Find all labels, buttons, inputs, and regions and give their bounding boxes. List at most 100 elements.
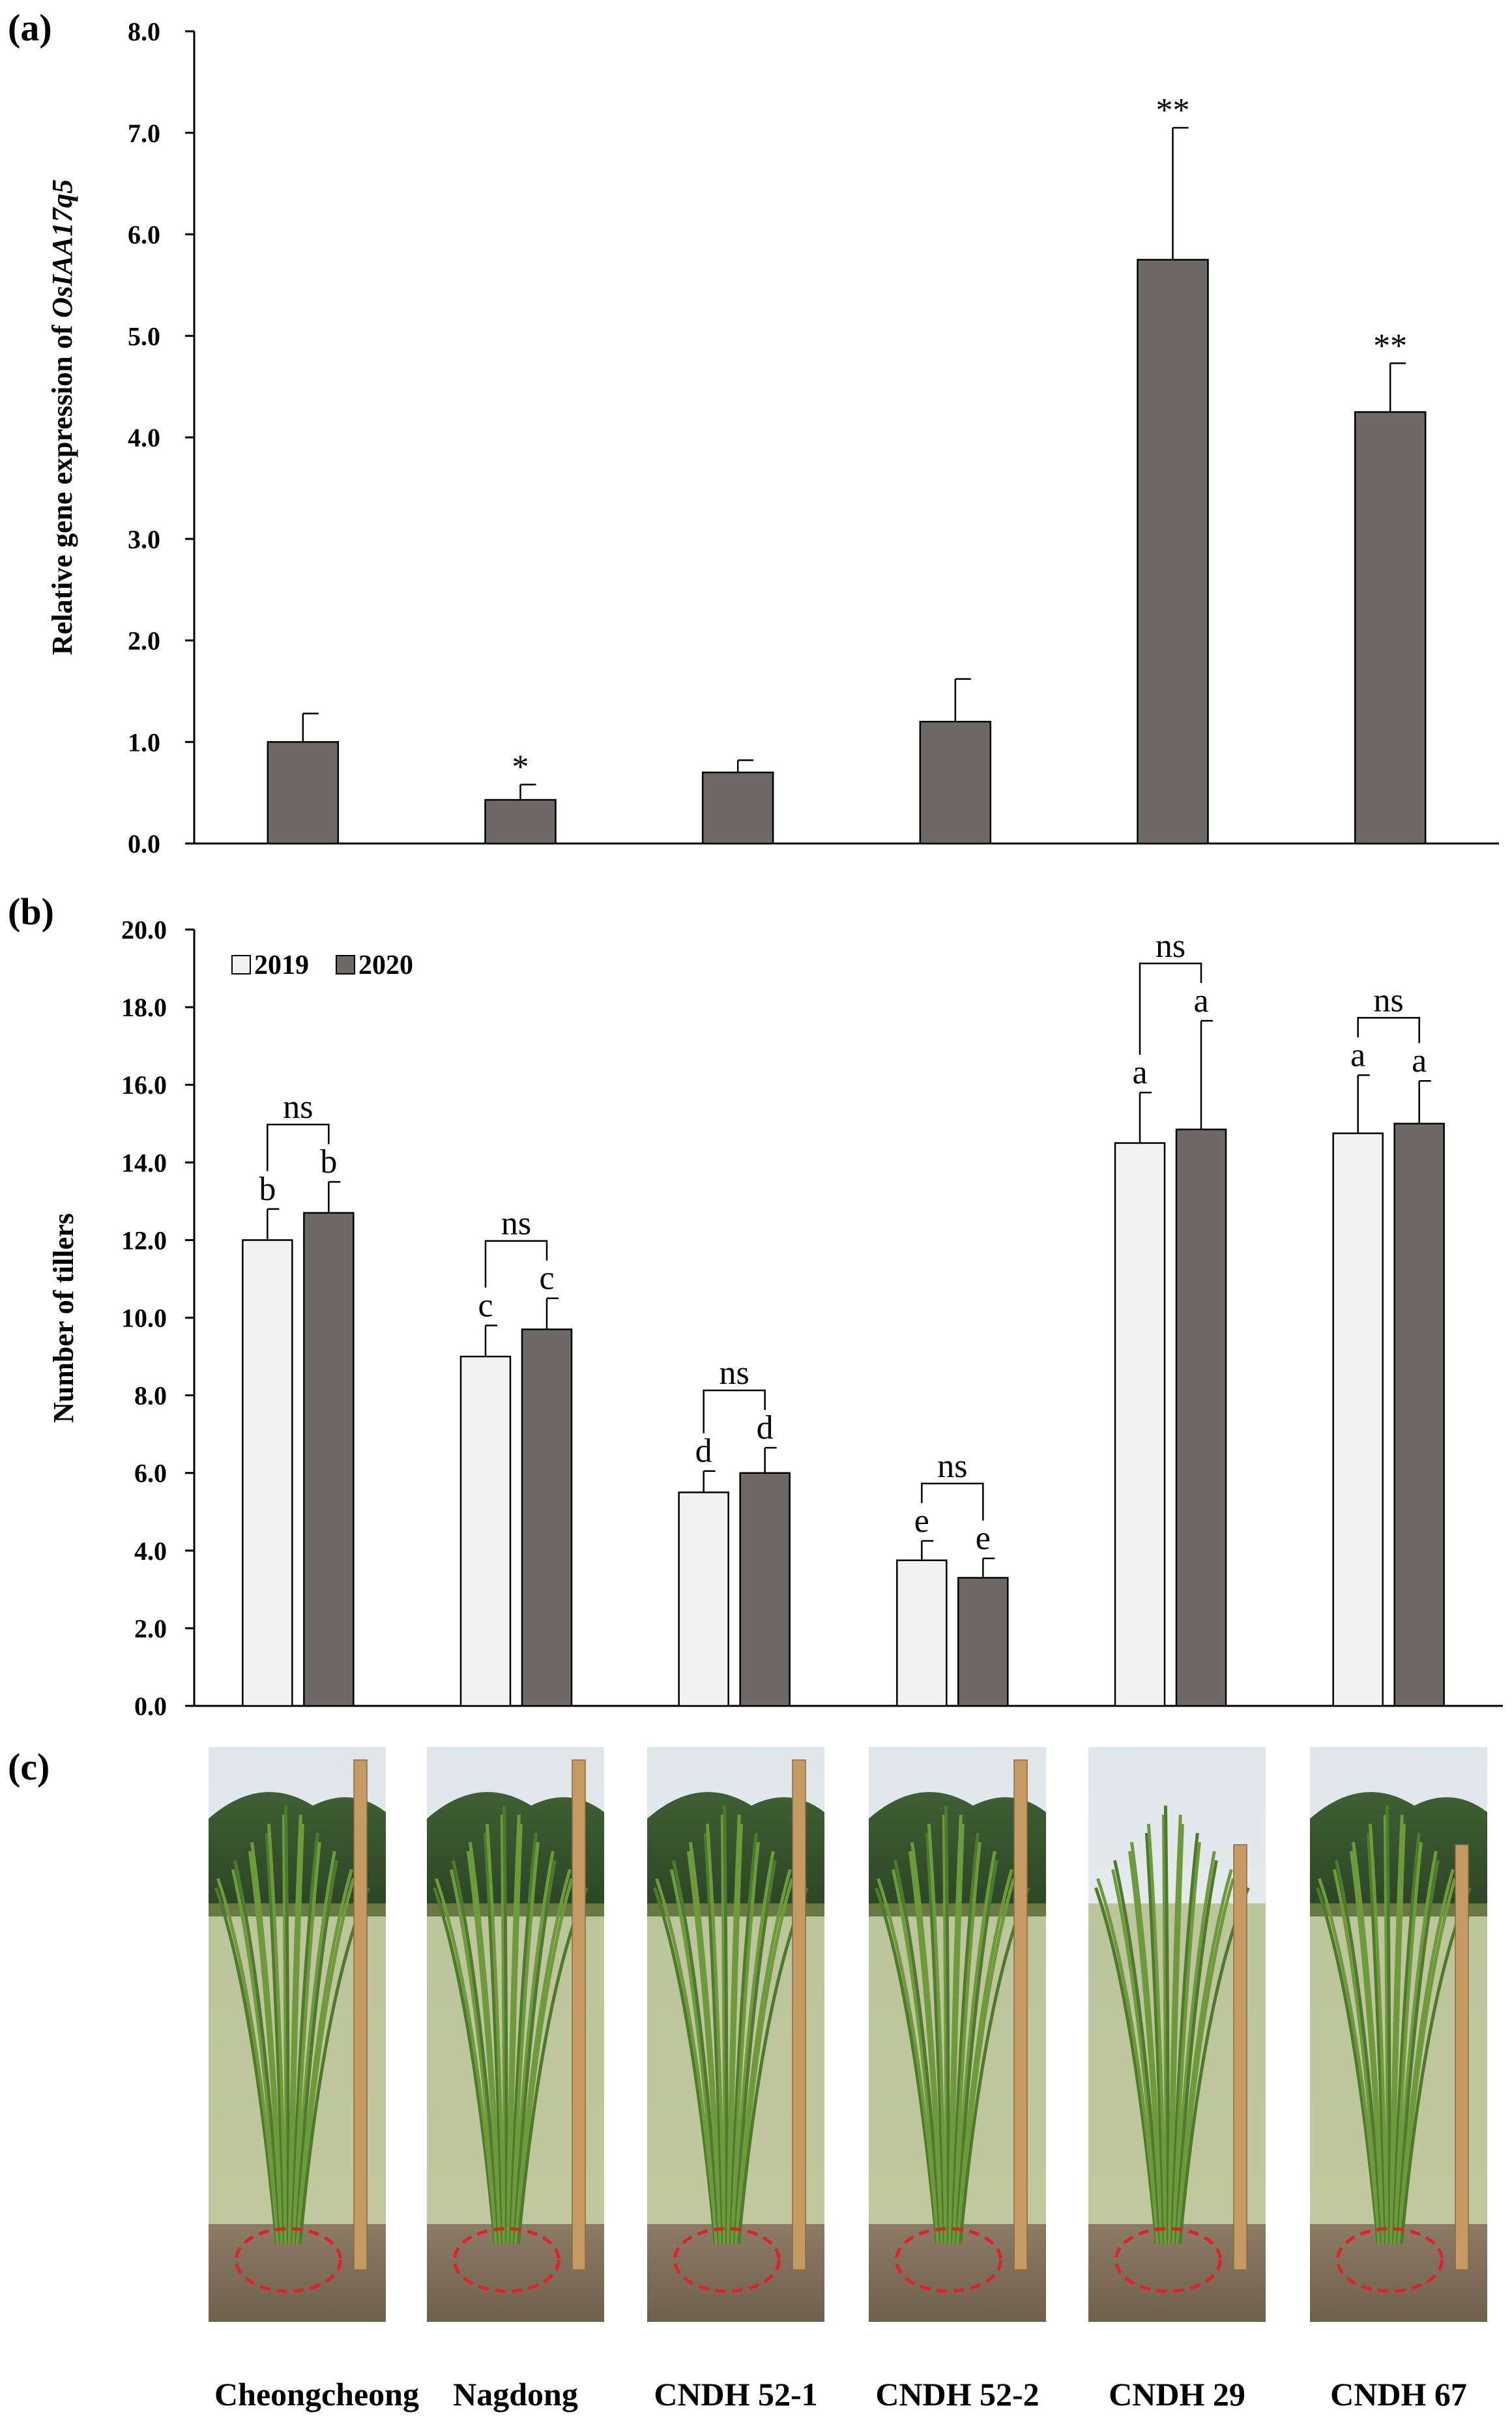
panel-a-tick-label-7: 7.0 (128, 119, 160, 148)
photo-leaf-cheongcheong-0 (214, 1887, 278, 2244)
photo-tiller-circle-cndh-52-2 (894, 2227, 1002, 2293)
panel-a-bars: ***** (267, 92, 1427, 845)
photo-leaf-nagdong-12 (508, 1832, 538, 2244)
panel-b-bar-2020-nagdong (521, 1328, 573, 1707)
photo-leaf-cheongcheong-2 (231, 1869, 281, 2244)
photo-leaf-cndh-52-2-13 (952, 1841, 981, 2244)
photo-leaf-cndh-52-2-11 (949, 1823, 965, 2244)
panel-b-tick-label-9: 18.0 (121, 993, 167, 1022)
panel-a-significance-cndh-67: ** (1373, 327, 1407, 364)
photo-leaf-cndh-52-2-2 (891, 1869, 941, 2244)
photo-leaf-cndh-52-1-14 (731, 1851, 775, 2244)
photo-leaf-cheongcheong-6 (265, 1832, 286, 2244)
photo-leaf-cndh-67-4 (1349, 1851, 1385, 2244)
panel-b-letter-2019-cndh-67: a (1350, 1036, 1365, 1074)
panel-a-label: (a) (8, 7, 52, 49)
photo-leaf-cndh-29-7 (1146, 1823, 1167, 2244)
photo-leaf-cndh-67-0 (1316, 1887, 1380, 2244)
panel-b-tick-label-4: 8.0 (134, 1381, 167, 1411)
panel-b-bracket-nagdong (484, 1240, 548, 1288)
photo-leaf-nagdong-14 (511, 1851, 555, 2244)
panel-b-letter-2019-cndh-29: a (1132, 1054, 1147, 1091)
photo-leaf-cndh-52-1-12 (729, 1832, 758, 2244)
category-label-cndh-29: CNDH 29 (1109, 2376, 1245, 2412)
panel-a-significance-nagdong: * (512, 749, 529, 786)
panel-b-bar-2019-cndh-52-2 (896, 1559, 948, 1707)
panel-b-bar-2020-cheongcheong (303, 1212, 355, 1707)
photo-leaf-cndh-52-2-9 (944, 1805, 950, 2244)
panel-b-bar-2020-cndh-29 (1175, 1128, 1227, 1707)
category-label-cndh-67: CNDH 67 (1330, 2376, 1467, 2412)
photo-leaf-cndh-29-11 (1169, 1823, 1184, 2244)
photo-leaf-cndh-52-1-1 (655, 1878, 718, 2244)
photo-leaf-cndh-29-4 (1127, 1851, 1163, 2244)
panel-b-bar-2020-cndh-52-1 (739, 1472, 791, 1707)
panel-b-bar-2019-cheongcheong (242, 1239, 293, 1707)
photo-tiller-circle-cheongcheong (234, 2227, 342, 2293)
panel-a-tick-label-3: 3.0 (128, 525, 160, 554)
photo-leaf-nagdong-1 (435, 1878, 498, 2244)
photo-ruler-cndh-29 (1233, 1844, 1247, 2270)
panel-b-bar-2020-cndh-67 (1393, 1122, 1445, 1707)
photo-leaf-cndh-29-8 (1161, 1814, 1169, 2244)
panel-a-significance-cndh-29: ** (1156, 92, 1190, 129)
photo-leaf-cndh-29-12 (1170, 1832, 1199, 2244)
panel-b-ns-cndh-67: ns (1374, 982, 1404, 1019)
photo-ruler-nagdong (572, 1759, 586, 2270)
panel-b-letter-2019-cndh-52-1: d (695, 1433, 712, 1470)
photo-leaf-cheongcheong-8 (282, 1814, 289, 2244)
photo-leaf-cndh-52-1-13 (730, 1841, 760, 2244)
panel-b-bar-2019-cndh-67 (1332, 1132, 1384, 1707)
photo-leaf-cndh-67-16 (1397, 1869, 1455, 2244)
panel-b-y-axis-label: Number of tillers (48, 1213, 80, 1423)
photo-leaf-nagdong-5 (468, 1841, 503, 2244)
photo-leaf-nagdong-13 (510, 1841, 540, 2244)
photo-leaf-nagdong-17 (515, 1878, 574, 2244)
photo-leaf-cndh-67-11 (1390, 1823, 1406, 2244)
panel-b-ns-cndh-29: ns (1156, 928, 1185, 965)
category-labels: Cheongcheong Nagdong CNDH 52-1 CNDH 52-2 CND… (214, 2376, 1467, 2412)
legend-swatch-2020 (336, 955, 355, 975)
photo-leaf-nagdong-3 (451, 1860, 501, 2244)
panel-a-bar-cndh-52-1 (701, 771, 774, 845)
photo-leaf-cndh-29-9 (1163, 1805, 1170, 2244)
photo-leaf-cndh-52-1-7 (705, 1823, 726, 2244)
photo-leaf-cndh-52-1-2 (669, 1869, 720, 2244)
legend-label-2020: 2020 (358, 950, 413, 980)
panel-b-bracket-cndh-67 (1357, 1017, 1420, 1044)
panel-a-bar-cndh-67 (1354, 411, 1427, 845)
category-label-cheongcheong: Cheongcheong (214, 2376, 419, 2412)
photo-leaf-cndh-52-1-4 (686, 1851, 722, 2244)
photo-ruler-cndh-52-1 (792, 1759, 806, 2270)
photo-ruler-cheongcheong (353, 1759, 368, 2270)
panel-b-ns-nagdong: ns (501, 1205, 531, 1242)
photo-leaf-cndh-52-2-6 (925, 1832, 946, 2244)
panel-b-tiller-chart: (b) Number of tillers 0.0 2.0 4.0 6.0 8.0 10.… (8, 890, 1503, 1721)
photo-leaf-cndh-52-1-17 (735, 1878, 794, 2244)
photo-leaf-cndh-52-2-4 (908, 1851, 944, 2244)
photo-leaf-cheongcheong-10 (287, 1814, 302, 2244)
photo-leaf-nagdong-15 (512, 1860, 557, 2244)
photo-leaf-cndh-52-2-10 (948, 1814, 963, 2244)
photo-leaf-cndh-52-2-0 (875, 1887, 938, 2244)
panel-b-letter-2020-cheongcheong: b (320, 1143, 337, 1180)
panel-c-label: (c) (8, 1746, 50, 1788)
photo-leaf-cndh-29-2 (1111, 1869, 1161, 2244)
panel-b-bar-2020-cndh-52-2 (957, 1577, 1009, 1707)
photo-leaf-cndh-67-5 (1351, 1841, 1386, 2244)
photo-cndh-67 (1310, 1747, 1487, 2322)
photo-leaf-cheongcheong-4 (248, 1851, 284, 2244)
panel-b-ns-cheongcheong: ns (283, 1089, 313, 1126)
photo-leaf-cndh-29-14 (1172, 1851, 1216, 2244)
photo-leaf-cndh-67-2 (1332, 1869, 1382, 2244)
panel-b-bracket-cndh-52-2 (921, 1482, 984, 1521)
photo-leaf-cndh-52-2-8 (942, 1814, 949, 2244)
panel-a-tick-label-1: 1.0 (128, 727, 160, 757)
photo-leaf-cndh-52-1-15 (733, 1860, 777, 2244)
photo-leaf-cheongcheong-13 (291, 1841, 321, 2244)
photo-leaf-cndh-52-2-5 (910, 1841, 945, 2244)
panel-a-bar-cheongcheong (267, 741, 340, 845)
photo-leaf-cheongcheong-14 (293, 1851, 336, 2244)
